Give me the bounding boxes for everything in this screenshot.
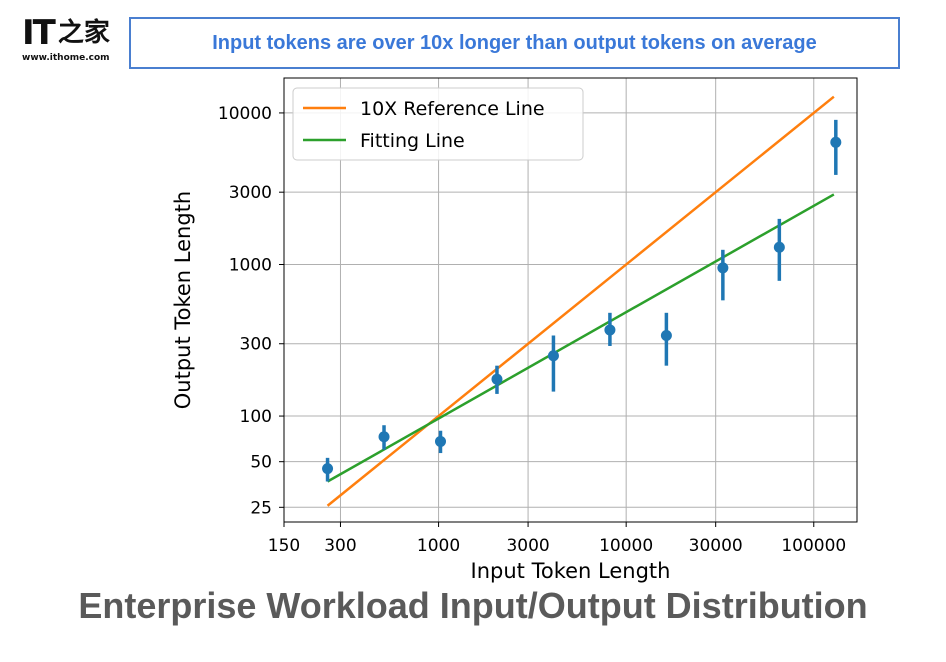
reference-line <box>326 95 835 507</box>
y-tick-label: 25 <box>250 498 272 518</box>
legend-box <box>292 87 584 161</box>
y-tick-label: 300 <box>240 335 272 355</box>
series-layer <box>322 95 842 507</box>
plot-frame <box>283 77 858 523</box>
logo-url: www.ithome.com <box>22 53 110 63</box>
headline-banner: Input tokens are over 10x longer than ou… <box>129 17 900 69</box>
logo-mark: IT 之家 <box>22 16 110 50</box>
banner-text: Input tokens are over 10x longer than ou… <box>212 31 817 54</box>
data-point <box>434 435 446 447</box>
x-tick-label: 10000 <box>599 536 653 556</box>
logo-it-text: IT <box>22 13 56 53</box>
data-point <box>830 136 842 148</box>
data-point <box>717 262 729 274</box>
y-tick-label: 100 <box>240 407 272 427</box>
y-tick-label: 3000 <box>229 183 272 203</box>
data-point <box>773 241 785 253</box>
y-tick-label: 1000 <box>229 255 272 275</box>
legend-label: Fitting Line <box>360 130 465 152</box>
fitting-line <box>326 193 835 483</box>
legend-label: 10X Reference Line <box>360 98 545 120</box>
chart-footer-title: Enterprise Workload Input/Output Distrib… <box>78 585 868 626</box>
x-tick-label: 150 <box>268 536 300 556</box>
data-point <box>660 330 672 342</box>
x-tick-label: 30000 <box>689 536 743 556</box>
data-point <box>491 373 503 385</box>
data-point <box>322 463 334 475</box>
y-axis-label: Output Token Length <box>171 191 195 409</box>
x-tick-label: 300 <box>324 536 356 556</box>
x-axis-label: Input Token Length <box>471 559 671 583</box>
x-tick-label: 1000 <box>417 536 460 556</box>
data-point <box>604 324 616 336</box>
y-tick-label: 10000 <box>218 104 272 124</box>
axis-ticks: 150 300 1000 3000 10000 30000 100000 25 50 100 300… <box>218 104 846 556</box>
ithome-logo: IT 之家 www.ithome.com <box>22 16 112 66</box>
x-tick-label: 3000 <box>506 536 549 556</box>
x-tick-label: 100000 <box>781 536 846 556</box>
data-point <box>547 350 559 362</box>
data-point <box>378 431 390 443</box>
y-tick-label: 50 <box>250 453 272 473</box>
legend: 10X Reference Line Fitting Line <box>292 87 584 161</box>
logo-chinese-text: 之家 <box>57 18 110 48</box>
